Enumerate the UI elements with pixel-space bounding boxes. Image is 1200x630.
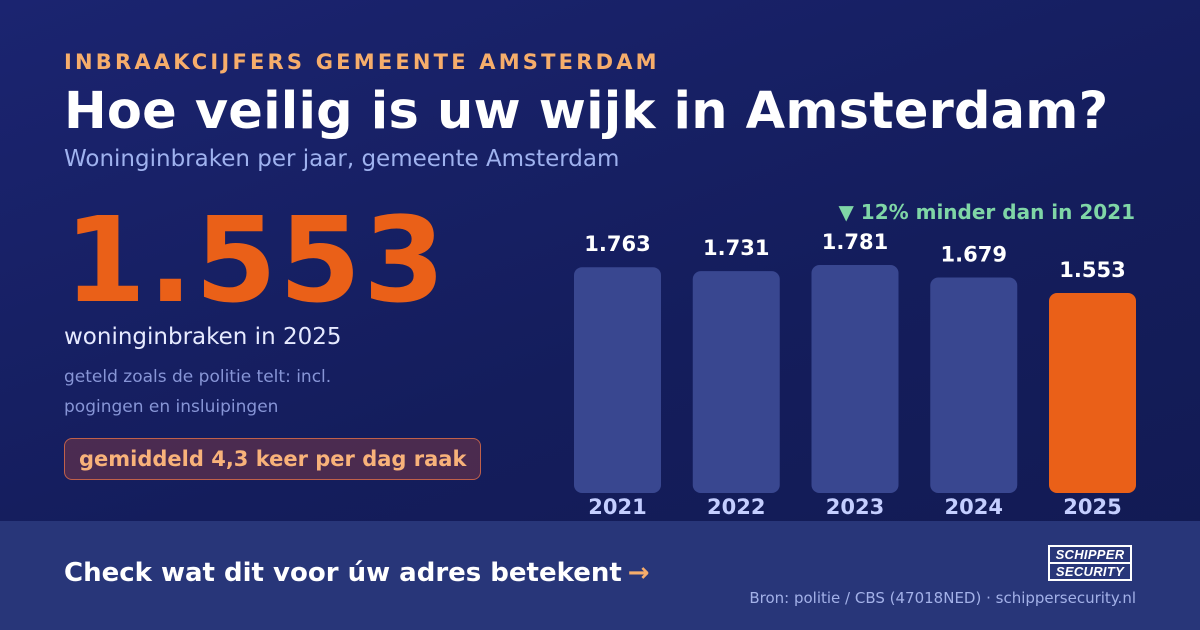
year-label-2021: 2021 — [588, 495, 646, 519]
year-label-2022: 2022 — [707, 495, 765, 519]
big-number: 1.553 — [64, 191, 448, 329]
subtitle: Woninginbraken per jaar, gemeente Amster… — [64, 146, 620, 172]
value-label-2021: 1.763 — [584, 232, 650, 256]
source-credit: Bron: politie / CBS (47018NED) · schippe… — [749, 589, 1136, 607]
page-title: Hoe veilig is uw wijk in Amsterdam? — [64, 82, 1109, 141]
year-label-2024: 2024 — [945, 495, 1003, 519]
brand-logo: SCHIPPER SECURITY — [1048, 545, 1132, 581]
value-label-2024: 1.679 — [941, 243, 1007, 267]
change-annotation: ▼ 12% minder dan in 2021 — [838, 200, 1135, 224]
value-label-2022: 1.731 — [703, 236, 769, 260]
bar-2025 — [1049, 293, 1136, 493]
big-number-caption: woninginbraken in 2025 — [64, 324, 342, 350]
daily-average-badge: gemiddeld 4,3 keer per dag raak — [64, 438, 482, 480]
year-label-2023: 2023 — [826, 495, 884, 519]
footer-band — [0, 521, 1200, 630]
cta-label[interactable]: Check wat dit voor úw adres betekent — [64, 558, 622, 588]
bar-2021 — [574, 267, 661, 493]
bar-2024 — [930, 277, 1018, 493]
bar-2023 — [811, 265, 899, 493]
value-label-2023: 1.781 — [822, 230, 888, 254]
arrow-right-icon[interactable]: → — [627, 558, 650, 588]
value-label-2025: 1.553 — [1059, 258, 1125, 282]
logo-text-security: SECURITY — [1050, 561, 1130, 579]
year-label-2025: 2025 — [1063, 495, 1121, 519]
counting-note: geteld zoals de politie telt: incl. pogi… — [64, 367, 332, 417]
logo-text-schipper: SCHIPPER — [1055, 546, 1125, 562]
bar-2022 — [692, 271, 780, 493]
check-address-link[interactable]: Check wat dit voor úw adres betekent → — [64, 558, 650, 588]
kicker: INBRAAKCIJFERS GEMEENTE AMSTERDAM — [64, 50, 660, 74]
